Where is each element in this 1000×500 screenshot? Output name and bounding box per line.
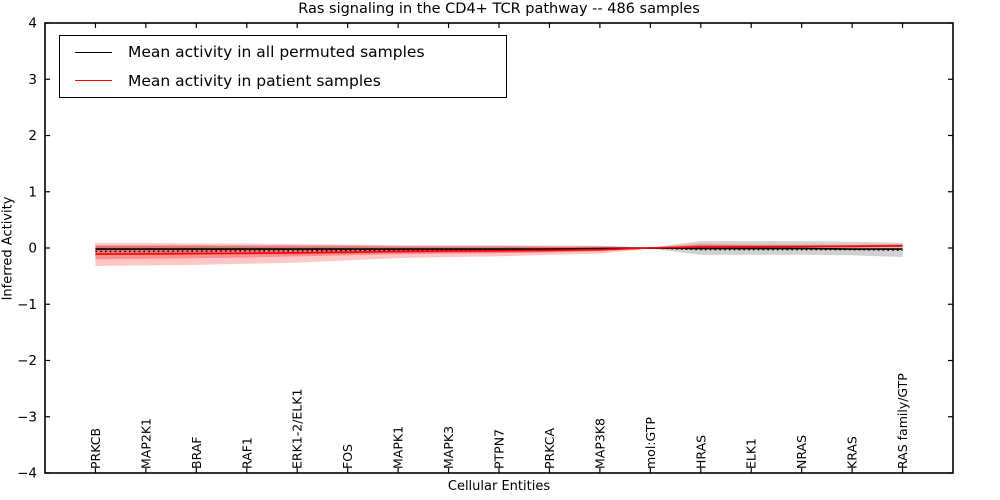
- legend-entry-label: Mean activity in all permuted samples: [128, 43, 425, 62]
- x-tick-label: PTPN7: [492, 429, 507, 469]
- y-tick-label: −4: [17, 466, 37, 482]
- patient-samples-std-inner-band: [95, 244, 903, 260]
- x-tick-label: ELK1: [744, 438, 759, 469]
- x-tick-label: PRKCB: [88, 428, 103, 469]
- series-line-0: [95, 247, 903, 250]
- x-tick-label: RAF1: [239, 437, 254, 469]
- y-tick-label: 2: [28, 128, 37, 144]
- y-tick-label: 3: [28, 72, 37, 88]
- legend-entry-permuted: Mean activity in all permuted samples: [60, 39, 506, 65]
- x-tick-label: MAPK3: [441, 426, 456, 469]
- x-tick-label: MAP2K1: [138, 418, 153, 469]
- y-tick-label: −1: [17, 297, 37, 313]
- y-tick-label: 4: [28, 16, 37, 32]
- y-axis-label: Inferred Activity: [0, 196, 16, 301]
- x-axis-label: Cellular Entities: [447, 479, 551, 494]
- legend: Mean activity in all permuted samples Me…: [59, 35, 507, 98]
- patient-line-sample-icon: [75, 80, 112, 82]
- x-tick-label: mol:GTP: [643, 417, 658, 469]
- permuted-line-sample-icon: [75, 51, 112, 53]
- y-tick-label: −3: [17, 409, 37, 425]
- legend-entry-patient: Mean activity in patient samples: [60, 68, 506, 94]
- x-tick-label: MAP3K8: [592, 418, 607, 469]
- y-tick-label: 1: [28, 184, 37, 200]
- x-tick-label: FOS: [340, 444, 355, 469]
- x-tick-label: BRAF: [189, 437, 204, 470]
- x-tick-label: MAPK1: [391, 426, 406, 469]
- y-tick-label: −2: [17, 353, 37, 369]
- x-tick-label: PRKCA: [542, 428, 557, 469]
- x-tick-label: RAS family/GTP: [895, 373, 910, 469]
- x-tick-label: HRAS: [693, 435, 708, 469]
- legend-entry-label: Mean activity in patient samples: [128, 71, 381, 90]
- x-tick-label: KRAS: [845, 436, 860, 469]
- y-tick-label: 0: [28, 241, 37, 257]
- x-tick-label: ERK1-2/ELK1: [290, 389, 305, 469]
- series-line-2: [95, 245, 903, 255]
- chart-title: Ras signaling in the CD4+ TCR pathway --…: [298, 1, 700, 17]
- x-tick-label: NRAS: [794, 435, 809, 469]
